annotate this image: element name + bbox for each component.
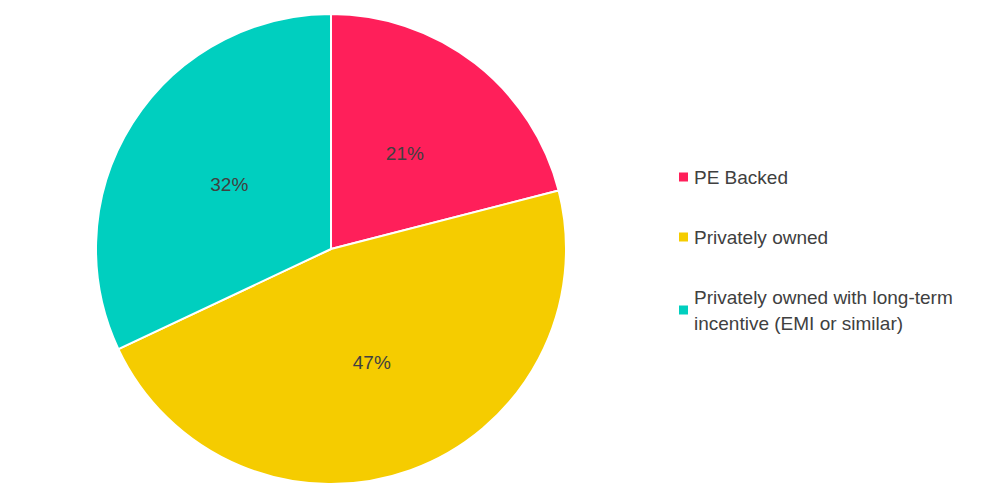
svg-text:32%: 32%: [210, 174, 248, 195]
svg-text:incentive (EMI or similar): incentive (EMI or similar): [694, 313, 903, 334]
svg-text:21%: 21%: [386, 143, 424, 164]
svg-text:Privately owned: Privately owned: [694, 227, 828, 248]
svg-text:47%: 47%: [353, 352, 391, 373]
svg-text:PE Backed: PE Backed: [694, 167, 788, 188]
svg-text:Privately owned with long-term: Privately owned with long-term: [694, 287, 958, 308]
